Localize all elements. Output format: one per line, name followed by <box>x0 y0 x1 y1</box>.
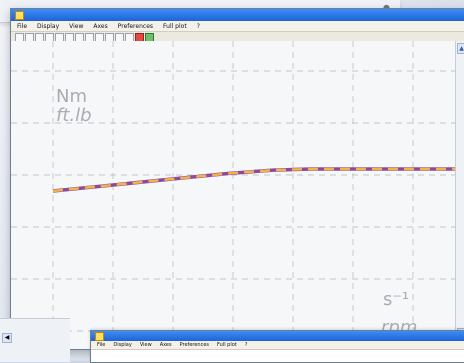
background-panel: ◀ <box>0 318 70 362</box>
secondary-window[interactable]: File Display View Axes Preferences Full … <box>90 330 464 363</box>
secondary-menu-view[interactable]: View <box>139 342 152 348</box>
vertical-scrollbar[interactable]: ▲ ▼ <box>455 41 464 341</box>
menu-bar: File Display View Axes Preferences Full … <box>11 21 464 32</box>
app-icon <box>15 10 24 20</box>
menu-view[interactable]: View <box>69 22 84 30</box>
secondary-menu-file[interactable]: File <box>97 342 106 348</box>
menu-axes[interactable]: Axes <box>93 22 108 30</box>
y-axis-label-secondary: ft.lb <box>56 105 92 126</box>
secondary-app-icon <box>95 331 104 341</box>
secondary-title-bar[interactable] <box>91 331 464 341</box>
secondary-menu-preferences[interactable]: Preferences <box>179 342 210 348</box>
secondary-menu-display[interactable]: Display <box>113 342 132 348</box>
y-axis-label-primary: Nm <box>56 86 87 107</box>
title-bar[interactable] <box>11 9 464 21</box>
secondary-menu-full-plot[interactable]: Full plot <box>217 342 237 348</box>
x-axis-label-primary: s⁻¹ <box>383 289 410 310</box>
menu-file[interactable]: File <box>17 22 28 30</box>
menu-help[interactable]: ? <box>196 22 200 30</box>
menu-full-plot[interactable]: Full plot <box>163 22 187 30</box>
plot-svg <box>11 41 456 349</box>
scroll-up-button[interactable]: ▲ <box>457 43 464 54</box>
menu-display[interactable]: Display <box>37 22 60 30</box>
secondary-menu-help[interactable]: ? <box>244 342 248 348</box>
secondary-menu-axes[interactable]: Axes <box>159 342 172 348</box>
menu-preferences[interactable]: Preferences <box>117 22 154 30</box>
scroll-left-button[interactable]: ◀ <box>2 333 12 343</box>
close-icon[interactable]: ● <box>383 3 390 12</box>
secondary-menu-bar: File Display View Axes Preferences Full … <box>91 341 464 350</box>
main-window[interactable]: File Display View Axes Preferences Full … <box>10 8 464 350</box>
plot-area[interactable]: Nm ft.lb s⁻¹ rpm <box>11 41 456 349</box>
series-line-1 <box>52 167 456 193</box>
series-line-2 <box>52 167 456 193</box>
